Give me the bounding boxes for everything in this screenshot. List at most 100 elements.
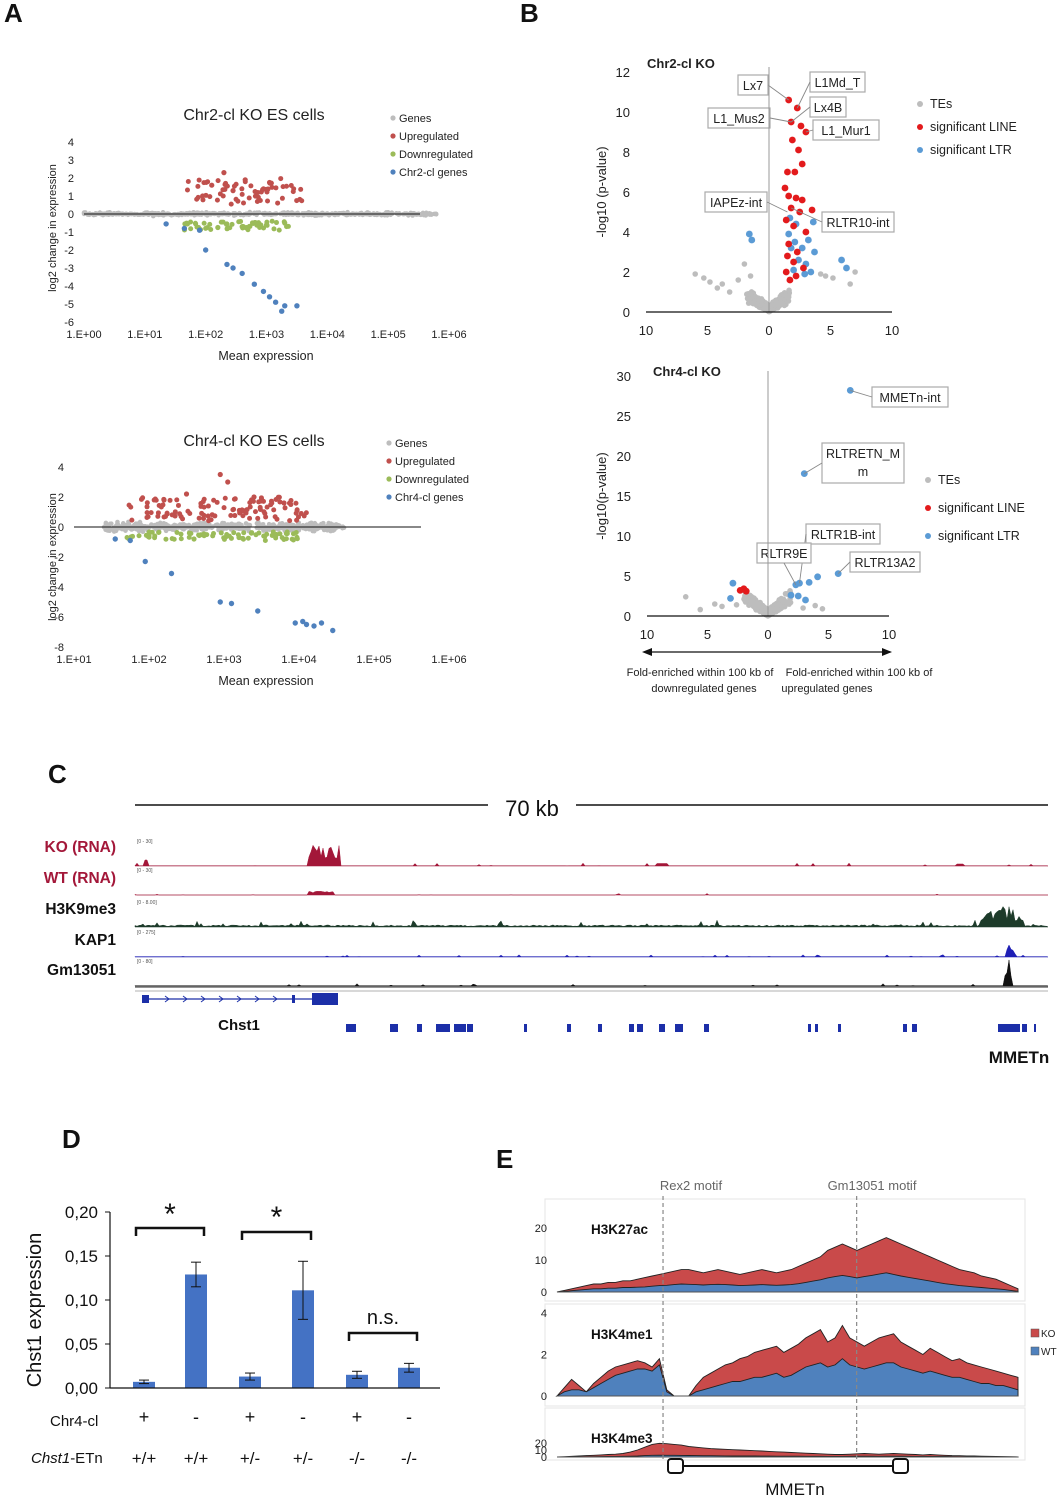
te-label-mmetn: MMETn <box>989 1048 1049 1067</box>
x-tick-label: 10 <box>885 323 899 338</box>
genes-point <box>103 520 109 526</box>
label-leader <box>766 201 788 213</box>
te-block <box>346 1024 356 1032</box>
line-point <box>784 168 791 176</box>
line-point <box>797 122 805 130</box>
down-point <box>249 530 255 536</box>
x-tick-label: 0 <box>764 627 771 642</box>
legend-swatch <box>1030 1346 1040 1356</box>
up-point <box>288 497 294 503</box>
y-tick-label: 20 <box>535 1438 547 1450</box>
legend-label-0: Genes <box>395 438 428 450</box>
genes-point <box>139 522 144 528</box>
up-point <box>299 198 305 204</box>
x-tick-label: 1.E+06 <box>431 654 466 666</box>
up-point <box>257 504 263 510</box>
down-point <box>174 529 180 535</box>
up-point <box>212 513 218 519</box>
cluster-gene-point <box>279 308 285 314</box>
te-point <box>772 298 779 304</box>
cluster-gene-point <box>330 627 336 634</box>
cluster-gene-point <box>217 599 223 605</box>
ltr-point <box>838 256 845 264</box>
ltr-point <box>814 573 822 581</box>
up-point <box>257 198 263 204</box>
down-point <box>203 225 209 231</box>
down-point <box>188 226 194 232</box>
genes-point <box>260 521 266 527</box>
profile-frame <box>544 1407 1026 1461</box>
up-point <box>282 505 288 511</box>
te-point <box>761 609 768 616</box>
up-point <box>169 512 175 518</box>
up-point <box>162 513 168 519</box>
up-point <box>138 496 144 502</box>
genes-point <box>290 212 296 217</box>
cluster-gene-point <box>239 270 245 277</box>
te-point <box>714 285 721 291</box>
volcano-chr2: Chr2-cl KO -log10 (p-value) 12 10 8 6 4 2 0 10 5… <box>594 56 1017 338</box>
legend-label-2: Downregulated <box>399 149 473 161</box>
te-point <box>753 603 760 610</box>
down-point <box>245 227 251 233</box>
down-point <box>204 532 210 538</box>
y-tick-label: 1 <box>68 191 74 203</box>
row2-value: +/+ <box>184 1449 209 1468</box>
te-point <box>852 269 858 275</box>
ma-plot-chr2: Chr2-cl KO ES cells log2 change in expre… <box>47 107 473 363</box>
up-point <box>199 510 205 516</box>
up-point <box>214 197 220 203</box>
y-tick-label: 20 <box>617 449 631 464</box>
genes-point <box>114 211 120 216</box>
genes-point <box>255 519 261 525</box>
genes-point <box>286 212 291 217</box>
ma-plot-chr4: Chr4-cl KO ES cells log2 change in expre… <box>47 433 469 688</box>
legend-label-1: Upregulated <box>399 131 459 143</box>
y-tick-label: -5 <box>64 299 74 311</box>
profile-title: H3K4me3 <box>591 1431 653 1446</box>
up-point <box>252 509 258 515</box>
up-point <box>151 497 157 503</box>
y-tick-label: 30 <box>617 369 631 384</box>
row2-label-suffix: -ETn <box>70 1450 103 1467</box>
cluster-gene-point <box>202 247 209 253</box>
ma-plot-chr4-ylabel: log2 change in expression <box>47 493 59 621</box>
up-point <box>255 190 261 196</box>
genes-point <box>300 211 305 216</box>
genes-point <box>105 528 111 533</box>
ltr-point <box>748 236 756 244</box>
te-point <box>771 606 777 613</box>
legend-label-2: significant LTR <box>930 143 1012 157</box>
te-block <box>417 1024 422 1032</box>
te-point <box>701 275 707 281</box>
y-tick-label: 0 <box>624 609 631 624</box>
bar <box>133 1381 155 1388</box>
y-tick-label: 0,10 <box>65 1291 98 1310</box>
te-point <box>682 594 689 600</box>
label-rltr1b-int: RLTR1B-int <box>811 528 876 542</box>
mmetn-element-label: MMETn <box>765 1480 825 1499</box>
up-point <box>185 179 191 185</box>
volcano-chr4-ylabel: -log10(p-value) <box>594 452 609 539</box>
coverage-track <box>134 959 1049 987</box>
ltr-point <box>791 238 799 246</box>
down-point <box>178 531 184 537</box>
ma-plot-chr2-title: Chr2-cl KO ES cells <box>183 107 324 124</box>
up-point <box>228 512 234 518</box>
xlabel-down-line2: downregulated genes <box>651 683 757 695</box>
down-point <box>218 530 224 536</box>
genes-point <box>107 521 113 527</box>
down-point <box>152 533 158 539</box>
te-point <box>748 290 754 297</box>
label-iapez-int: IAPEz-int <box>710 196 763 210</box>
coverage-track <box>134 944 1049 958</box>
te-point <box>819 606 826 612</box>
panel-letter-d: D <box>62 1124 81 1154</box>
genes-point <box>367 212 372 218</box>
up-point <box>278 176 284 182</box>
row1-value: + <box>245 1407 256 1427</box>
te-block <box>467 1024 473 1032</box>
x-tick-label: 10 <box>640 627 654 642</box>
down-point <box>269 218 275 224</box>
te-point <box>830 275 836 281</box>
